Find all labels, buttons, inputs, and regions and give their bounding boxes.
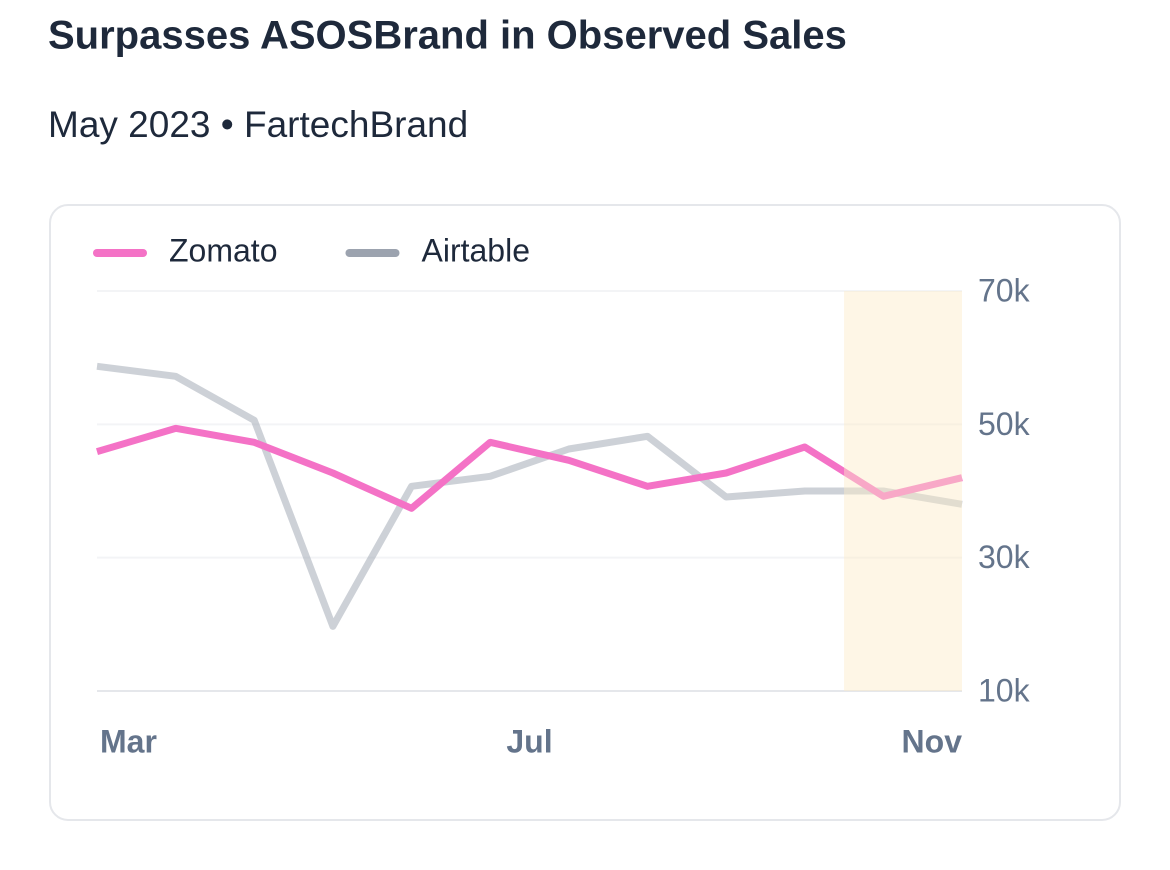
y-tick-label: 30k — [978, 539, 1031, 575]
chart-subtitle: May 2023 • FartechBrand — [48, 104, 468, 145]
y-tick-label: 10k — [978, 672, 1031, 708]
x-tick-label: Nov — [902, 723, 963, 759]
y-tick-label: 70k — [978, 272, 1031, 308]
series-line — [96, 362, 963, 630]
legend-label: Zomato — [169, 232, 277, 268]
legend-label: Airtable — [421, 232, 530, 268]
highlight-band — [844, 291, 962, 691]
card — [49, 204, 1121, 821]
x-tick-label: Mar — [100, 723, 157, 759]
x-tick-label: Jul — [506, 723, 552, 759]
chart-title: Surpasses ASOSBrand in Observed Sales — [48, 14, 847, 58]
series-line — [96, 424, 963, 512]
y-tick-label: 50k — [978, 406, 1031, 442]
